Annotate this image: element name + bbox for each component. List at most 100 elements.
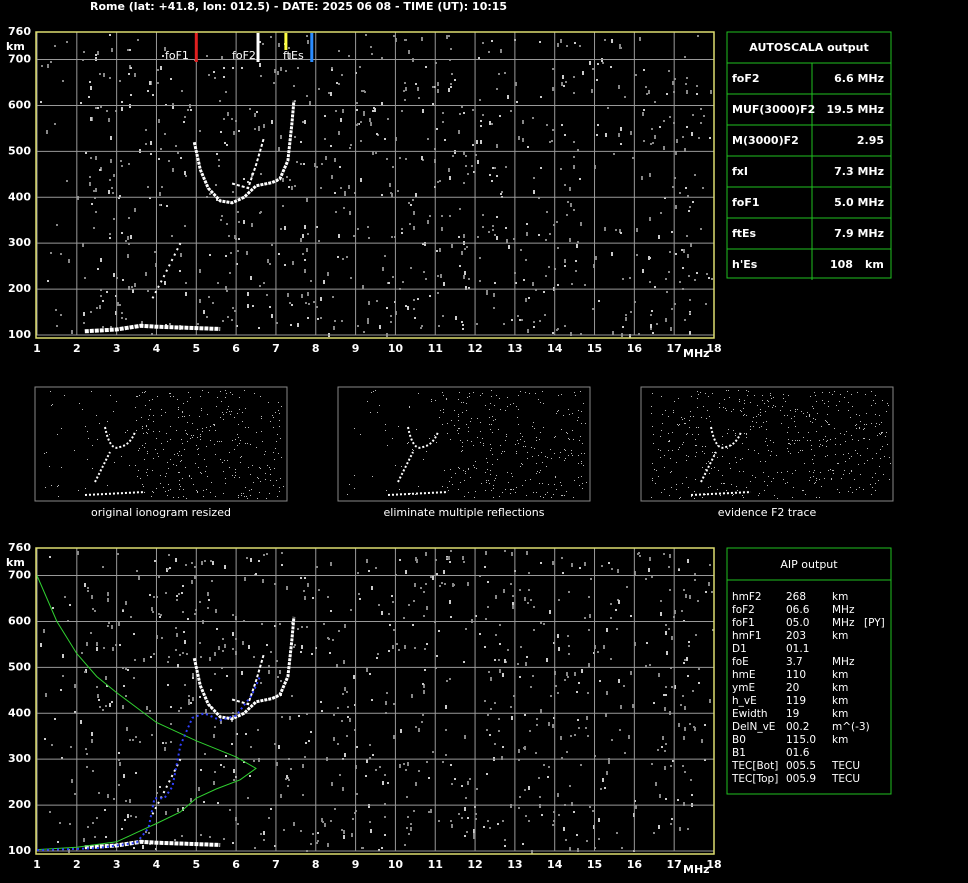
- noise-dot: [688, 641, 690, 643]
- aip-cell: 19: [786, 708, 799, 720]
- thumb-dot: [200, 396, 201, 397]
- thumb-dot: [536, 473, 537, 474]
- thumb-dot: [768, 401, 769, 402]
- noise-dot: [259, 212, 261, 214]
- thumb-dot: [183, 489, 184, 490]
- noise-dot: [532, 117, 534, 119]
- thumb-dot: [561, 485, 562, 486]
- noise-dot: [654, 135, 656, 139]
- thumb-dot: [273, 485, 274, 486]
- thumbnail: [337, 386, 591, 502]
- thumb-dot: [168, 468, 169, 469]
- noise-dot: [115, 295, 117, 297]
- noise-dot: [666, 651, 668, 655]
- thumb-dot: [851, 435, 852, 436]
- noise-dot: [682, 136, 684, 138]
- noise-dot: [301, 626, 303, 628]
- thumb-dot: [722, 475, 723, 476]
- noise-dot: [687, 254, 689, 258]
- noise-dot: [165, 742, 167, 744]
- noise-dot: [318, 589, 320, 591]
- noise-dot: [371, 699, 373, 701]
- noise-dot: [435, 667, 437, 669]
- thumb-dot: [518, 424, 519, 425]
- noise-dot: [302, 121, 304, 123]
- noise-dot: [639, 37, 641, 41]
- y-tick-label: 100: [8, 328, 31, 341]
- thumb-dot: [545, 456, 546, 457]
- noise-dot: [87, 826, 89, 828]
- noise-dot: [370, 122, 372, 126]
- thumb-dot: [844, 397, 845, 398]
- noise-dot: [510, 706, 512, 708]
- thumb-dot: [875, 403, 876, 404]
- thumb-dot: [260, 468, 261, 469]
- noise-dot: [245, 733, 247, 735]
- noise-dot: [401, 228, 403, 230]
- noise-dot: [327, 596, 329, 598]
- noise-dot: [442, 761, 444, 763]
- aip-cell: 3.7: [786, 656, 803, 668]
- thumb-dot: [525, 480, 526, 481]
- noise-dot: [632, 704, 634, 708]
- thumb-dot: [739, 471, 740, 472]
- noise-dot: [338, 630, 340, 632]
- noise-dot: [99, 169, 101, 171]
- noise-dot: [183, 631, 185, 633]
- thumb-dot: [200, 436, 201, 437]
- noise-dot: [302, 234, 304, 238]
- noise-dot: [499, 643, 501, 645]
- autoscala-cell: 19.5 MHz: [826, 103, 884, 116]
- thumb-dot: [546, 466, 547, 467]
- noise-dot: [232, 67, 234, 69]
- thumb-dot: [727, 448, 728, 449]
- thumb-dot: [835, 444, 836, 445]
- thumb-dot: [788, 451, 789, 452]
- x-tick-label: 16: [627, 342, 643, 355]
- thumb-dot: [157, 453, 158, 454]
- thumb-dot: [264, 454, 265, 455]
- thumb-dot: [447, 433, 448, 434]
- thumb-dot: [261, 418, 262, 419]
- noise-dot: [310, 843, 312, 845]
- aip-cell: MHz: [832, 617, 855, 629]
- noise-dot: [494, 282, 496, 284]
- noise-dot: [298, 715, 300, 717]
- thumb-dot: [259, 467, 260, 468]
- thumb-dot: [707, 410, 708, 411]
- noise-dot: [297, 323, 299, 327]
- noise-dot: [104, 809, 106, 811]
- noise-dot: [108, 118, 110, 122]
- noise-dot: [323, 280, 325, 284]
- noise-dot: [224, 644, 226, 648]
- noise-dot: [557, 634, 559, 638]
- thumb-dot: [770, 395, 771, 396]
- noise-dot: [700, 122, 702, 124]
- thumb-dot: [245, 443, 246, 444]
- noise-dot: [121, 312, 123, 314]
- noise-dot: [402, 281, 404, 283]
- noise-dot: [176, 595, 178, 597]
- noise-dot: [256, 111, 258, 113]
- thumb-dot: [387, 445, 388, 446]
- noise-dot: [184, 684, 186, 686]
- thumb-dot: [187, 434, 188, 435]
- noise-dot: [167, 568, 169, 570]
- thumb-dot: [809, 471, 810, 472]
- noise-dot: [449, 561, 451, 563]
- aip-cell: 110: [786, 669, 806, 681]
- noise-dot: [523, 747, 525, 749]
- noise-dot: [50, 252, 52, 254]
- noise-dot: [626, 586, 628, 588]
- noise-dot: [360, 121, 362, 123]
- noise-dot: [359, 598, 361, 600]
- noise-dot: [344, 191, 346, 193]
- noise-dot: [237, 250, 239, 252]
- noise-dot: [504, 659, 506, 663]
- noise-dot: [248, 645, 250, 649]
- thumb-dot: [510, 493, 511, 494]
- thumb-dot: [835, 438, 836, 439]
- noise-dot: [519, 676, 521, 678]
- thumb-dot: [574, 392, 575, 393]
- noise-dot: [547, 776, 549, 778]
